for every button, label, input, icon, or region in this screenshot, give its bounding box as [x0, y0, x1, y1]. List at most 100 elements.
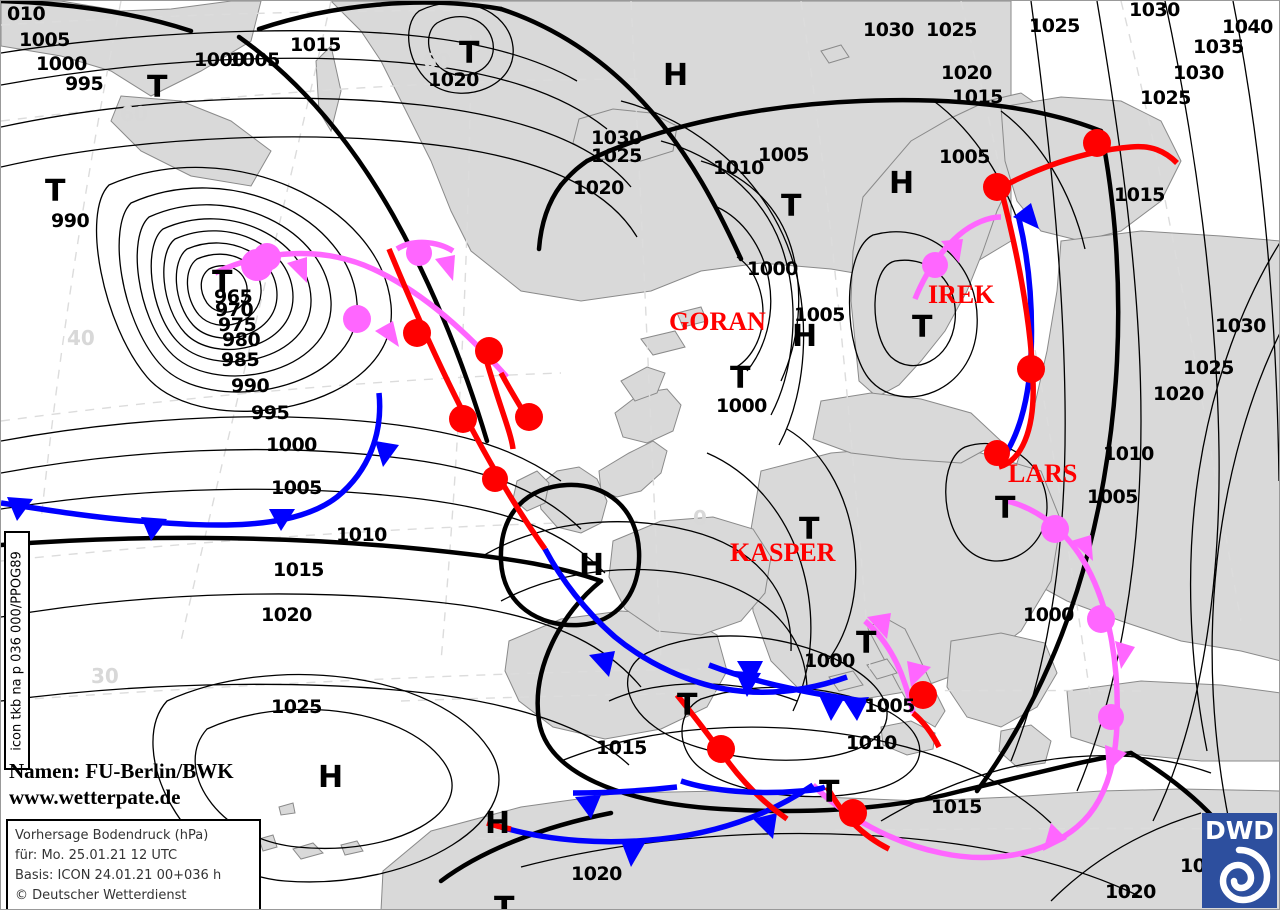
- product-code-text: icon tkb na p 036 000/PPOG89: [9, 550, 25, 751]
- high-center-symbol: H: [318, 760, 344, 795]
- warm-front-iberia-med: [674, 693, 789, 822]
- isobar-label: 1030: [1129, 0, 1180, 21]
- isobar-label: 1000: [804, 650, 855, 672]
- isobar-label: 1030: [591, 127, 642, 149]
- isobar-label: 1000: [747, 258, 798, 280]
- credits-block: Namen: FU-Berlin/BWK www.wetterpate.de: [9, 759, 234, 810]
- warm-front-atlantic: [386, 247, 548, 551]
- low-center-symbol: T: [819, 775, 840, 810]
- graticule-label: 60: [120, 102, 148, 126]
- legend-box: Vorhersage Bodendruck (hPa) für: Mo. 25.…: [6, 819, 261, 909]
- isobar-label: 980: [222, 329, 261, 351]
- legend-valid-time: für: Mo. 25.01.21 12 UTC: [15, 848, 178, 864]
- product-code-box: icon tkb na p 036 000/PPOG89: [4, 531, 30, 770]
- isobar-label: 1040: [1222, 16, 1273, 38]
- isobar-label: 1025: [271, 696, 322, 718]
- isobar-label: 975: [218, 314, 257, 336]
- cold-front-irek: [996, 203, 1039, 465]
- isobar-label: 1020: [941, 62, 992, 84]
- isobar-label: 1030: [863, 19, 914, 41]
- named-system-label: LARS: [1008, 459, 1078, 488]
- isobar-label: 1005: [864, 695, 915, 717]
- isobar-label: 1000: [266, 434, 317, 456]
- graticule-label: 0: [693, 506, 707, 530]
- low-center-symbol: T: [730, 361, 751, 396]
- isobar-label: 1030: [1173, 62, 1224, 84]
- graticule-label: 40: [67, 326, 95, 350]
- isobar-label: 1020: [1105, 881, 1156, 903]
- low-center-symbol: T: [799, 512, 820, 547]
- isobar-label: 1015: [273, 559, 324, 581]
- low-center-symbol: T: [677, 688, 698, 723]
- low-center-symbol: T: [494, 891, 515, 910]
- occluded-front-italy: [863, 613, 931, 714]
- isobar-label: 1025: [926, 19, 977, 41]
- isobar-label: 1000: [1023, 604, 1074, 626]
- isobar-label: 1005: [229, 49, 280, 71]
- isobar-label: 1010: [336, 524, 387, 546]
- isobar-label: 1000: [36, 53, 87, 75]
- isobar-label: 1005: [19, 29, 70, 51]
- low-center-symbol: T: [45, 174, 66, 209]
- credits-line-2: www.wetterpate.de: [9, 784, 181, 809]
- isobar-label: 970: [215, 299, 254, 321]
- high-center-symbol: H: [663, 58, 689, 93]
- isobar-label: 1015: [931, 796, 982, 818]
- isobar-label: 995: [251, 402, 290, 424]
- high-center-symbol: H: [792, 319, 818, 354]
- isobar-label: 1020: [1153, 383, 1204, 405]
- spiral-icon: [1219, 846, 1271, 904]
- high-center-symbol: H: [485, 806, 511, 841]
- graticule-label: 60: [423, 49, 451, 73]
- low-center-symbol: T: [212, 265, 233, 300]
- graticule-label: 30: [91, 664, 119, 688]
- isobar-label: 1030: [1215, 315, 1266, 337]
- cold-front-italy: [708, 662, 864, 721]
- low-center-symbol: T: [147, 70, 168, 105]
- low-center-symbol: T: [459, 36, 480, 71]
- isobar-label: 965: [214, 286, 253, 308]
- dwd-logo-text: DWD: [1204, 816, 1275, 845]
- named-system-label: IREK: [928, 280, 995, 309]
- named-system-label: KASPER: [730, 538, 836, 567]
- occluded-front-lars: [811, 498, 1135, 861]
- isobar-label: 1020: [261, 604, 312, 626]
- credits-line-1: Namen: FU-Berlin/BWK: [9, 759, 234, 783]
- low-center-symbol: T: [995, 491, 1016, 526]
- cold-front-lars-tail: [486, 782, 815, 867]
- named-system-label: GORAN: [669, 307, 766, 336]
- low-center-symbol: T: [912, 310, 933, 345]
- legend-title: Vorhersage Bodendruck (hPa): [15, 828, 209, 843]
- legend-copyright: © Deutscher Wetterdienst: [15, 888, 187, 904]
- isobar-label: 1020: [573, 177, 624, 199]
- occluded-front-irek: [912, 214, 1002, 301]
- dwd-logo: DWD: [1202, 813, 1277, 908]
- legend-basis: Basis: ICON 24.01.21 00+036 h: [15, 868, 222, 884]
- isobar-label: 1010: [713, 157, 764, 179]
- low-center-symbol: T: [856, 626, 877, 661]
- isobar-label: 1010: [1103, 443, 1154, 465]
- warm-front-italy: [909, 681, 942, 749]
- isobar-label: 985: [221, 349, 260, 371]
- isobar-label: 1025: [1140, 87, 1191, 109]
- isobar-label: 1015: [952, 86, 1003, 108]
- isobar-label: 010: [7, 3, 46, 25]
- isobar-label: 1015: [596, 737, 647, 759]
- isobar-label: 990: [51, 210, 90, 232]
- isobar-label: 1035: [1193, 36, 1244, 58]
- cold-front-atlantic: [1, 392, 399, 541]
- isobar-label: 1015: [1114, 184, 1165, 206]
- isobar-label: 990: [231, 375, 270, 397]
- isobar-label: 1020: [571, 863, 622, 885]
- high-center-symbol: H: [579, 548, 605, 583]
- isobar-label: 1020: [428, 69, 479, 91]
- isobar-label: 1000: [716, 395, 767, 417]
- isobar-label: 1005: [1087, 486, 1138, 508]
- high-center-symbol: H: [889, 166, 915, 201]
- isobar-label: 1005: [939, 146, 990, 168]
- occluded-front-atlantic: [213, 239, 510, 379]
